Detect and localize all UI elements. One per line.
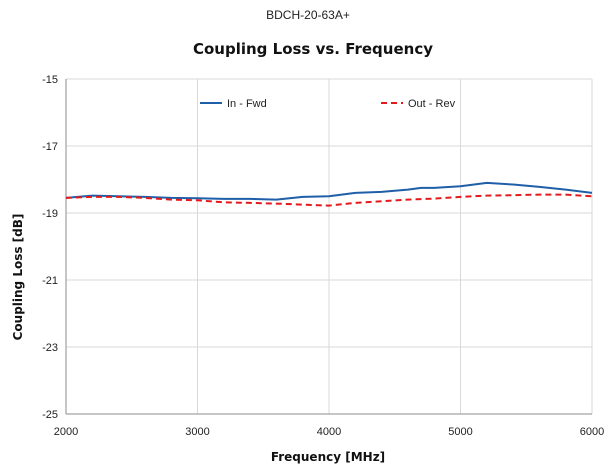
y-tick-label: -23 [42, 342, 58, 354]
legend: In - Fwd Out - Rev [200, 98, 456, 110]
x-tick-label: 5000 [448, 426, 472, 438]
x-tick-label: 6000 [580, 426, 604, 438]
chart-title: Coupling Loss vs. Frequency [193, 40, 433, 58]
tick-labels: 2000 3000 4000 5000 6000 -15 -17 -19 -21 -23 -25 [42, 74, 604, 438]
part-number-header: BDCH-20-63A+ [266, 8, 350, 22]
y-tick-label: -17 [42, 141, 58, 153]
legend-label: In - Fwd [227, 98, 267, 110]
y-tick-label: -15 [42, 74, 58, 86]
series-lines [65, 181, 593, 207]
grid-lines [65, 78, 593, 415]
series-line [65, 193, 593, 207]
chart-container: Coupling Loss vs. Frequency 2000 3000 4000… [0, 28, 616, 472]
x-tick-label: 4000 [317, 426, 341, 438]
x-tick-label: 3000 [185, 426, 209, 438]
series-line [65, 181, 593, 201]
y-tick-label: -19 [42, 208, 58, 220]
axes [65, 79, 592, 415]
y-tick-label: -21 [42, 275, 58, 287]
y-tick-label: -25 [42, 409, 58, 421]
legend-label: Out - Rev [408, 98, 456, 110]
x-tick-label: 2000 [54, 426, 78, 438]
x-axis-label: Frequency [MHz] [271, 450, 385, 464]
y-axis-label: Coupling Loss [dB] [11, 214, 25, 341]
coupling-loss-chart: Coupling Loss vs. Frequency 2000 3000 4000… [11, 40, 604, 464]
